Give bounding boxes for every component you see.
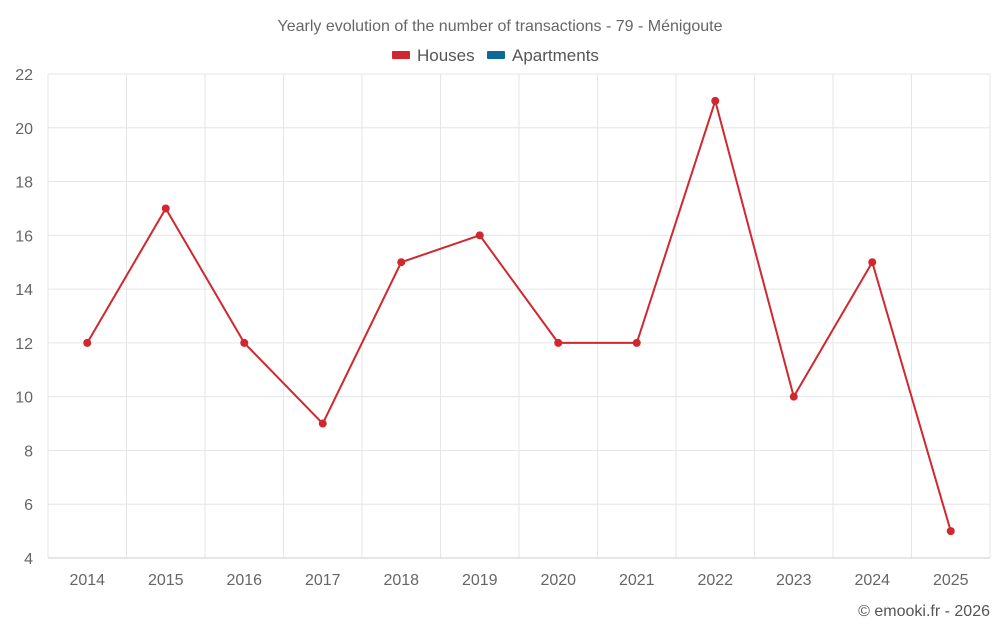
x-tick-label: 2018 bbox=[383, 572, 419, 589]
x-tick-label: 2021 bbox=[619, 572, 655, 589]
legend-label-apartments: Apartments bbox=[512, 46, 599, 65]
legend-swatch-apartments bbox=[487, 51, 505, 59]
data-point-houses[interactable] bbox=[475, 231, 484, 240]
x-tick-label: 2015 bbox=[148, 572, 184, 589]
x-tick-label: 2014 bbox=[69, 572, 105, 589]
y-tick-label: 18 bbox=[15, 175, 33, 192]
y-tick-label: 6 bbox=[24, 497, 33, 514]
y-tick-label: 20 bbox=[15, 121, 33, 138]
y-tick-label: 14 bbox=[15, 282, 33, 299]
grid bbox=[47, 73, 991, 559]
y-axis: 4 6 8 10 12 14 16 18 20 22 bbox=[15, 67, 33, 568]
data-point-houses[interactable] bbox=[318, 419, 327, 428]
x-tick-label: 2019 bbox=[462, 572, 498, 589]
legend-item-houses[interactable]: Houses bbox=[392, 46, 475, 65]
copyright-credit: © emooki.fr - 2026 bbox=[858, 603, 990, 620]
series-line-houses bbox=[86, 99, 952, 532]
legend-swatch-houses bbox=[392, 51, 410, 59]
y-tick-label: 22 bbox=[15, 67, 33, 84]
data-point-houses[interactable] bbox=[161, 204, 170, 213]
y-tick-label: 8 bbox=[24, 443, 33, 460]
x-tick-label: 2023 bbox=[776, 572, 812, 589]
data-point-houses[interactable] bbox=[240, 338, 249, 347]
x-axis: 2014 2015 2016 2017 2018 2019 2020 2021 2022 2023… bbox=[69, 572, 968, 589]
data-point-houses[interactable] bbox=[554, 338, 563, 347]
legend-item-apartments[interactable]: Apartments bbox=[487, 46, 599, 65]
series-houses bbox=[83, 96, 955, 536]
x-tick-label: 2017 bbox=[305, 572, 341, 589]
legend: Houses Apartments bbox=[392, 46, 599, 65]
data-point-houses[interactable] bbox=[711, 96, 720, 105]
y-tick-label: 12 bbox=[15, 336, 33, 353]
data-point-houses[interactable] bbox=[397, 258, 406, 267]
data-point-houses[interactable] bbox=[868, 258, 877, 267]
y-tick-label: 4 bbox=[24, 551, 33, 568]
y-tick-label: 16 bbox=[15, 228, 33, 245]
x-tick-label: 2025 bbox=[933, 572, 969, 589]
data-point-houses[interactable] bbox=[946, 527, 955, 536]
data-point-houses[interactable] bbox=[83, 338, 92, 347]
x-tick-label: 2020 bbox=[540, 572, 576, 589]
x-tick-label: 2022 bbox=[697, 572, 733, 589]
chart-title: Yearly evolution of the number of transa… bbox=[278, 18, 723, 35]
x-tick-label: 2016 bbox=[226, 572, 262, 589]
x-tick-label: 2024 bbox=[854, 572, 890, 589]
y-tick-label: 10 bbox=[15, 390, 33, 407]
data-point-houses[interactable] bbox=[632, 338, 641, 347]
data-point-houses[interactable] bbox=[789, 392, 798, 401]
legend-label-houses: Houses bbox=[417, 46, 475, 65]
